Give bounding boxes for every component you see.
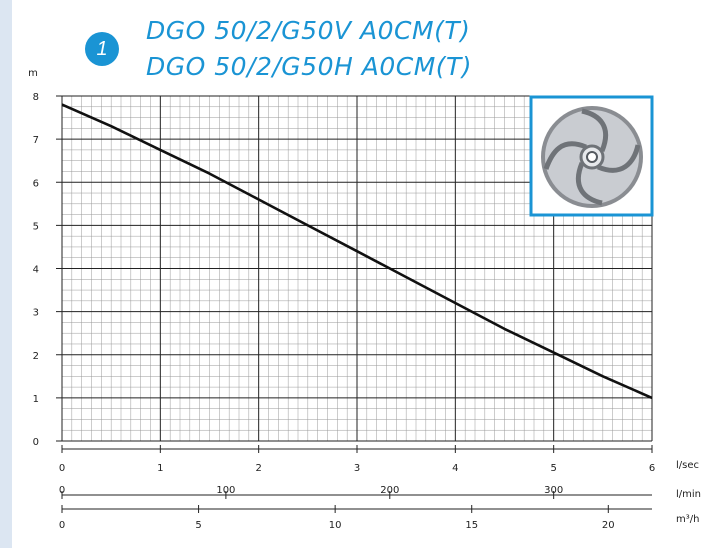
x-tick-label: 4: [452, 463, 458, 474]
chart-axes: 0 1 2 3 4 5 6 7 8 m 0 1 2 3 4 5 6 l/sec 0 100 200 300 l/min 0 5 1…: [28, 68, 701, 531]
curve-number-badge: 1: [85, 32, 119, 66]
x-tick-label: 10: [329, 520, 342, 531]
model-title-horizontal: DGO 50/2/G50H A0CM(T): [146, 52, 473, 81]
y-tick-label: 1: [33, 394, 39, 405]
x-tick-label: 5: [195, 520, 201, 531]
x-axis-unit: m³/h: [676, 514, 699, 525]
y-tick-label: 6: [33, 178, 39, 189]
chart-curves: [61, 103, 653, 400]
x-tick-label: 1: [157, 463, 163, 474]
x-tick-label: 300: [544, 485, 563, 496]
x-tick-label: 0: [59, 463, 65, 474]
left-edge-strip: [0, 0, 12, 548]
x-tick-label: 20: [602, 520, 615, 531]
y-tick-label: 4: [33, 265, 39, 276]
x-axis-unit: l/sec: [676, 460, 699, 471]
y-tick-label: 3: [33, 308, 39, 319]
x-tick-label: 200: [380, 485, 399, 496]
x-tick-label: 3: [354, 463, 360, 474]
x-axis-unit: l/min: [676, 489, 701, 500]
impeller-image: [529, 95, 654, 217]
y-tick-label: 5: [33, 221, 39, 232]
x-tick-label: 0: [59, 520, 65, 531]
impeller-icon: [541, 106, 643, 208]
x-tick-label: 6: [649, 463, 655, 474]
performance-curve: [61, 103, 653, 400]
y-tick-label: 8: [33, 92, 39, 103]
y-tick-label: 0: [33, 437, 39, 448]
model-title-vertical: DGO 50/2/G50V A0CM(T): [146, 16, 471, 45]
y-tick-label: 7: [33, 135, 39, 146]
x-tick-label: 15: [465, 520, 478, 531]
y-axis-unit: m: [28, 68, 38, 79]
x-tick-label: 2: [255, 463, 261, 474]
x-tick-label: 5: [550, 463, 556, 474]
y-tick-label: 2: [33, 351, 39, 362]
x-tick-label: 100: [216, 485, 235, 496]
x-tick-label: 0: [59, 485, 65, 496]
